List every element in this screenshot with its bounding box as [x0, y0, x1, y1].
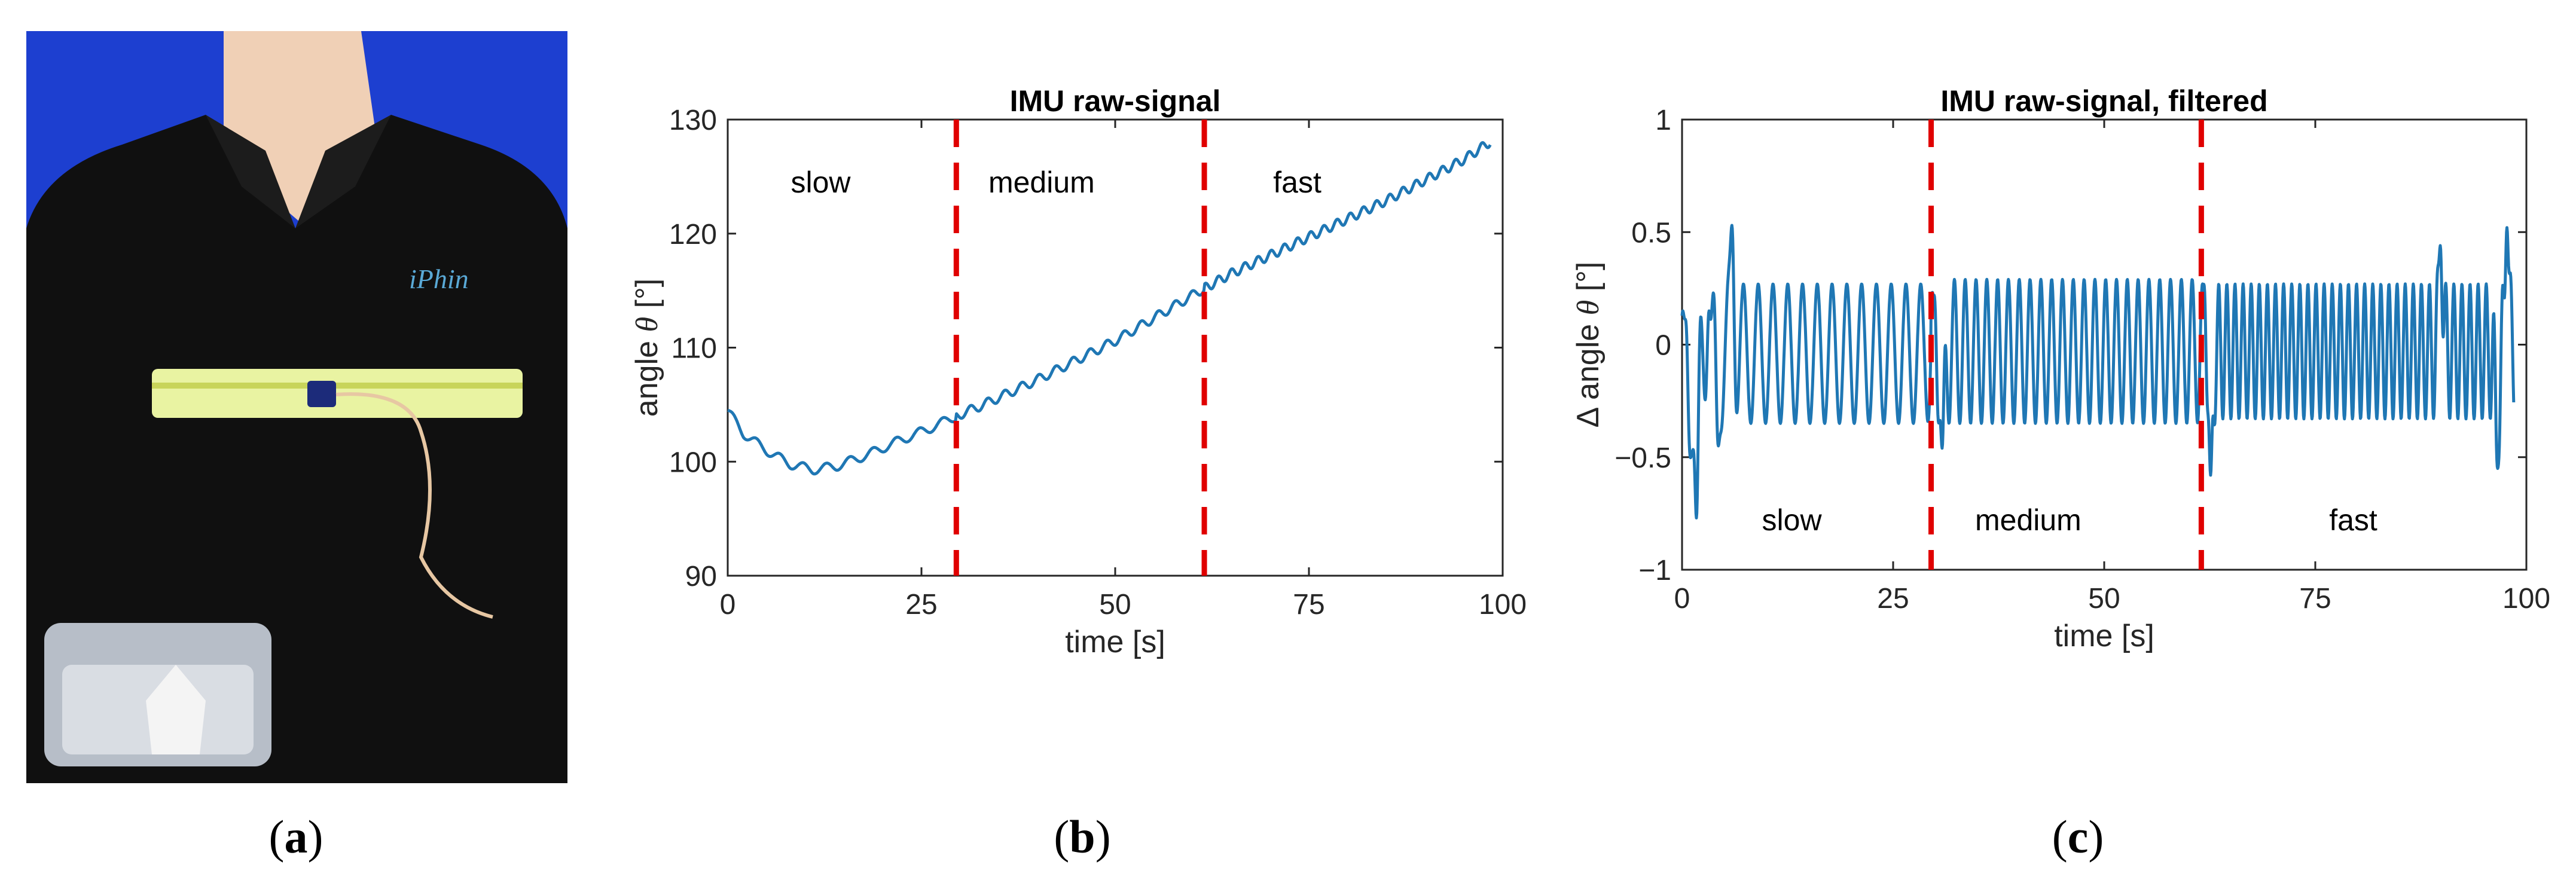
region-label-slow: slow: [1762, 503, 1823, 537]
y-tick-label: 120: [669, 219, 717, 250]
belt-stripe: [152, 383, 523, 389]
y-axis-label: Δ angle θ [°]: [1571, 262, 1606, 428]
y-axis-label-part: θ: [630, 317, 664, 332]
black-polo-shirt: [26, 115, 567, 783]
y-axis-label-part: angle: [630, 332, 664, 417]
x-tick-label: 25: [905, 589, 937, 621]
y-tick-label: 0.5: [1631, 217, 1671, 249]
caption-c: (c): [2052, 811, 2104, 863]
x-tick-label: 50: [1099, 589, 1131, 621]
x-tick-label: 25: [1877, 583, 1909, 615]
caption-b: (b): [1054, 811, 1111, 863]
chart-title: IMU raw-signal, filtered: [1940, 84, 2267, 118]
x-tick-label: 0: [1674, 583, 1690, 615]
y-tick-label: 90: [685, 561, 717, 592]
y-tick-label: 130: [669, 105, 717, 136]
y-tick-label: −0.5: [1614, 442, 1671, 474]
y-tick-label: −1: [1638, 555, 1671, 586]
y-tick-label: 0: [1655, 330, 1671, 362]
x-axis-label: time [s]: [2054, 619, 2154, 653]
y-tick-label: 1: [1655, 105, 1671, 136]
y-tick-label: 110: [671, 333, 717, 365]
x-tick-label: 75: [1293, 589, 1324, 621]
y-axis-label-part: θ: [1571, 300, 1606, 316]
sensor-cable: [335, 392, 493, 619]
shirt-logo: iPhin: [409, 264, 469, 294]
region-label-medium: medium: [988, 166, 1095, 199]
shirt-with-sensor-belt-illustration: iPhin: [26, 31, 567, 783]
x-tick-label: 100: [2502, 583, 2550, 615]
y-axis-label: angle θ [°]: [630, 279, 664, 417]
signal-series-line: [1680, 224, 2516, 520]
signal-series-line: [727, 141, 1492, 476]
x-tick-label: 0: [720, 589, 736, 621]
shirt-collar-right: [295, 115, 391, 228]
y-tick-label: 100: [669, 447, 717, 478]
region-label-slow: slow: [791, 166, 851, 199]
shirt-collar-left: [206, 115, 295, 228]
x-tick-label: 75: [2299, 583, 2331, 615]
x-axis-label: time [s]: [1065, 625, 1165, 659]
region-label-fast: fast: [1273, 166, 1321, 199]
x-tick-label: 100: [1479, 589, 1527, 621]
y-axis-label-part: [°]: [1571, 262, 1606, 300]
imu-sensor: [307, 381, 336, 407]
spirometer-mouthpiece: [146, 665, 206, 754]
photo-panel: iPhin: [26, 31, 567, 783]
y-axis-label-part: Δ angle: [1571, 315, 1606, 427]
region-label-medium: medium: [1975, 503, 2081, 537]
region-label-fast: fast: [2329, 503, 2377, 537]
caption-a: (a): [268, 811, 323, 863]
chart-title: IMU raw-signal: [1010, 84, 1221, 118]
y-axis-label-part: [°]: [630, 279, 664, 317]
x-tick-label: 50: [2088, 583, 2120, 615]
